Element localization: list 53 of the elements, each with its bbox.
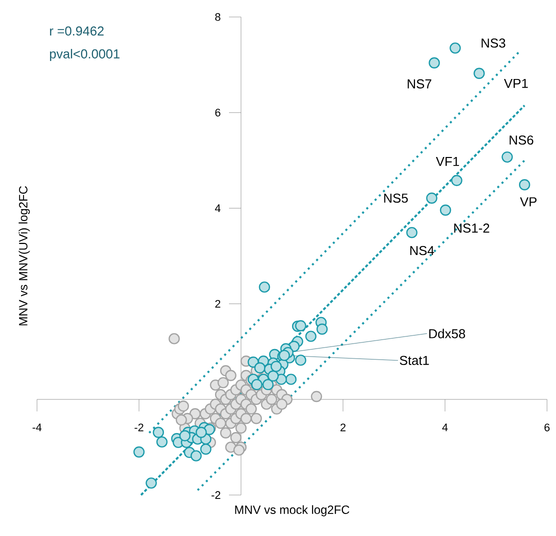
point bbox=[268, 370, 279, 382]
annotation: VP bbox=[520, 197, 537, 206]
point bbox=[295, 354, 306, 366]
x-tick-label: -4 bbox=[32, 424, 42, 432]
y-tick-label: -2 bbox=[212, 491, 220, 499]
point bbox=[426, 192, 438, 204]
point bbox=[450, 42, 461, 54]
y-tick-label: 8 bbox=[215, 13, 220, 21]
annotation: VP1 bbox=[504, 78, 528, 88]
annotation: NS6 bbox=[510, 135, 534, 145]
annotation: r =0.9462 bbox=[50, 26, 104, 36]
x-tick-label: 2 bbox=[340, 424, 346, 432]
point bbox=[502, 151, 513, 163]
point bbox=[440, 204, 452, 216]
y-tick-label: 4 bbox=[214, 204, 220, 212]
point bbox=[270, 360, 282, 372]
point bbox=[262, 378, 274, 390]
point bbox=[316, 324, 328, 335]
point bbox=[276, 374, 287, 385]
point bbox=[451, 174, 462, 186]
y-tick-label: 2 bbox=[215, 300, 220, 308]
point bbox=[295, 320, 306, 332]
x-tick-label: 4 bbox=[442, 424, 448, 432]
y-axis-title: MNV vs MNV(UVi) log2FC bbox=[18, 186, 30, 326]
point bbox=[518, 179, 530, 190]
annotation: pval<0.0001 bbox=[50, 48, 120, 62]
point bbox=[474, 68, 485, 79]
x-tick-label: 6 bbox=[544, 424, 550, 432]
point bbox=[254, 362, 266, 374]
x-tick-label: -2 bbox=[134, 424, 144, 432]
annotation: Stat1 bbox=[400, 356, 429, 366]
point bbox=[152, 426, 164, 438]
point bbox=[285, 374, 297, 385]
annotation: NS4 bbox=[410, 246, 434, 256]
point bbox=[428, 57, 440, 68]
annotation: NS3 bbox=[482, 38, 506, 48]
point bbox=[196, 426, 207, 438]
point bbox=[146, 477, 157, 489]
annotation: NS1-2 bbox=[454, 224, 490, 233]
point bbox=[133, 446, 145, 458]
point bbox=[305, 330, 316, 342]
point bbox=[190, 450, 202, 462]
x-axis-title: MNV vs mock log2FC bbox=[235, 505, 350, 516]
point bbox=[258, 281, 270, 293]
point bbox=[406, 226, 418, 238]
annotation: Ddx58 bbox=[429, 328, 466, 338]
point bbox=[156, 436, 168, 448]
annotation: VF1 bbox=[436, 157, 459, 166]
annotation: NS5 bbox=[384, 194, 408, 203]
point bbox=[200, 444, 212, 455]
y-tick-label: 6 bbox=[215, 108, 220, 116]
annotation: NS7 bbox=[408, 79, 432, 88]
point bbox=[179, 430, 190, 442]
